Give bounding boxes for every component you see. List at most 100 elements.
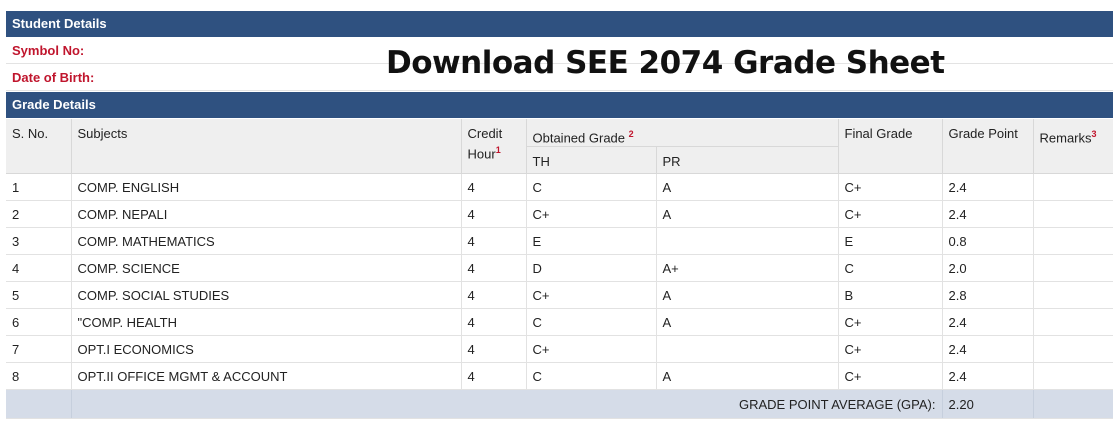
table-row: 3 COMP. MATHEMATICS 4 E E 0.8: [6, 227, 1113, 256]
col-pr: PR: [656, 146, 839, 175]
cell-final: B: [838, 281, 943, 310]
cell-th: C+: [526, 335, 657, 364]
cell-credit: 4: [461, 308, 527, 337]
cell-th: C: [526, 308, 657, 337]
cell-subject: "COMP. HEALTH: [71, 308, 462, 337]
cell-credit: 4: [461, 254, 527, 283]
remarks-label: Remarks: [1039, 130, 1092, 146]
cell-gp: 2.4: [942, 173, 1034, 202]
gpa-row: GRADE POINT AVERAGE (GPA): 2.20: [6, 389, 1113, 420]
col-obtained-grade: Obtained Grade 2: [526, 119, 839, 148]
gpa-remarks-cell: [1033, 389, 1113, 420]
cell-pr: A: [656, 200, 839, 229]
table-row: 1 COMP. ENGLISH 4 C A C+ 2.4: [6, 173, 1113, 202]
table-row: 7 OPT.I ECONOMICS 4 C+ C+ 2.4: [6, 335, 1113, 364]
hour-label: Hour: [467, 146, 496, 162]
cell-remarks: [1033, 173, 1113, 202]
cell-remarks: [1033, 254, 1113, 283]
cell-final: C+: [838, 362, 943, 391]
cell-gp: 0.8: [942, 227, 1034, 256]
hour-sup: 1: [495, 145, 501, 155]
cell-pr: [656, 227, 839, 256]
gpa-spacer-cell: [6, 389, 72, 420]
cell-sno: 6: [6, 308, 72, 337]
cell-pr: A: [656, 308, 839, 337]
cell-credit: 4: [461, 200, 527, 229]
table-row: 2 COMP. NEPALI 4 C+ A C+ 2.4: [6, 200, 1113, 229]
cell-gp: 2.4: [942, 362, 1034, 391]
cell-gp: 2.8: [942, 281, 1034, 310]
gpa-label: GRADE POINT AVERAGE (GPA):: [71, 389, 943, 420]
cell-credit: 4: [461, 281, 527, 310]
col-sno: S. No.: [6, 119, 72, 175]
table-row: 6 "COMP. HEALTH 4 C A C+ 2.4: [6, 308, 1113, 337]
cell-pr: A: [656, 173, 839, 202]
table-row: 5 COMP. SOCIAL STUDIES 4 C+ A B 2.8: [6, 281, 1113, 310]
cell-th: E: [526, 227, 657, 256]
grade-details-header: Grade Details: [6, 92, 1113, 118]
cell-subject: COMP. NEPALI: [71, 200, 462, 229]
cell-sno: 1: [6, 173, 72, 202]
col-remarks: Remarks3: [1033, 119, 1113, 175]
symbol-no-label: Symbol No:: [6, 38, 1113, 64]
cell-credit: 4: [461, 173, 527, 202]
cell-th: C+: [526, 281, 657, 310]
cell-remarks: [1033, 308, 1113, 337]
cell-th: D: [526, 254, 657, 283]
credit-label: Credit: [467, 126, 503, 141]
cell-final: C+: [838, 200, 943, 229]
student-details-header: Student Details: [6, 11, 1113, 37]
cell-remarks: [1033, 335, 1113, 364]
table-row: 8 OPT.II OFFICE MGMT & ACCOUNT 4 C A C+ …: [6, 362, 1113, 391]
cell-gp: 2.0: [942, 254, 1034, 283]
cell-sno: 5: [6, 281, 72, 310]
cell-remarks: [1033, 281, 1113, 310]
cell-pr: A+: [656, 254, 839, 283]
cell-subject: OPT.II OFFICE MGMT & ACCOUNT: [71, 362, 462, 391]
obtained-sup: 2: [628, 129, 634, 139]
cell-th: C: [526, 173, 657, 202]
cell-final: C: [838, 254, 943, 283]
cell-gp: 2.4: [942, 200, 1034, 229]
obtained-label: Obtained Grade: [532, 130, 626, 146]
date-of-birth-label: Date of Birth:: [6, 65, 1113, 91]
cell-final: C+: [838, 308, 943, 337]
col-final-grade: Final Grade: [838, 119, 943, 175]
cell-credit: 4: [461, 227, 527, 256]
cell-th: C+: [526, 200, 657, 229]
cell-th: C: [526, 362, 657, 391]
cell-subject: COMP. ENGLISH: [71, 173, 462, 202]
cell-pr: A: [656, 362, 839, 391]
cell-final: C+: [838, 173, 943, 202]
cell-subject: OPT.I ECONOMICS: [71, 335, 462, 364]
cell-credit: 4: [461, 362, 527, 391]
grade-table: S. No. Subjects Credit Hour1 Obtained Gr…: [6, 119, 1113, 420]
col-th: TH: [526, 146, 657, 175]
cell-remarks: [1033, 200, 1113, 229]
cell-gp: 2.4: [942, 335, 1034, 364]
cell-subject: COMP. MATHEMATICS: [71, 227, 462, 256]
cell-sno: 3: [6, 227, 72, 256]
cell-sno: 4: [6, 254, 72, 283]
cell-sno: 8: [6, 362, 72, 391]
cell-sno: 7: [6, 335, 72, 364]
cell-pr: [656, 335, 839, 364]
cell-credit: 4: [461, 335, 527, 364]
cell-remarks: [1033, 227, 1113, 256]
gpa-value: 2.20: [942, 389, 1034, 420]
table-row: 4 COMP. SCIENCE 4 D A+ C 2.0: [6, 254, 1113, 283]
cell-pr: A: [656, 281, 839, 310]
download-banner: Download SEE 2074 Grade Sheet: [386, 45, 945, 81]
cell-sno: 2: [6, 200, 72, 229]
cell-final: C+: [838, 335, 943, 364]
col-credit-hour: Credit Hour1: [461, 119, 527, 175]
cell-gp: 2.4: [942, 308, 1034, 337]
cell-subject: COMP. SCIENCE: [71, 254, 462, 283]
col-grade-point: Grade Point: [942, 119, 1034, 175]
cell-remarks: [1033, 362, 1113, 391]
col-subjects: Subjects: [71, 119, 462, 175]
cell-final: E: [838, 227, 943, 256]
remarks-sup: 3: [1091, 129, 1097, 139]
cell-subject: COMP. SOCIAL STUDIES: [71, 281, 462, 310]
